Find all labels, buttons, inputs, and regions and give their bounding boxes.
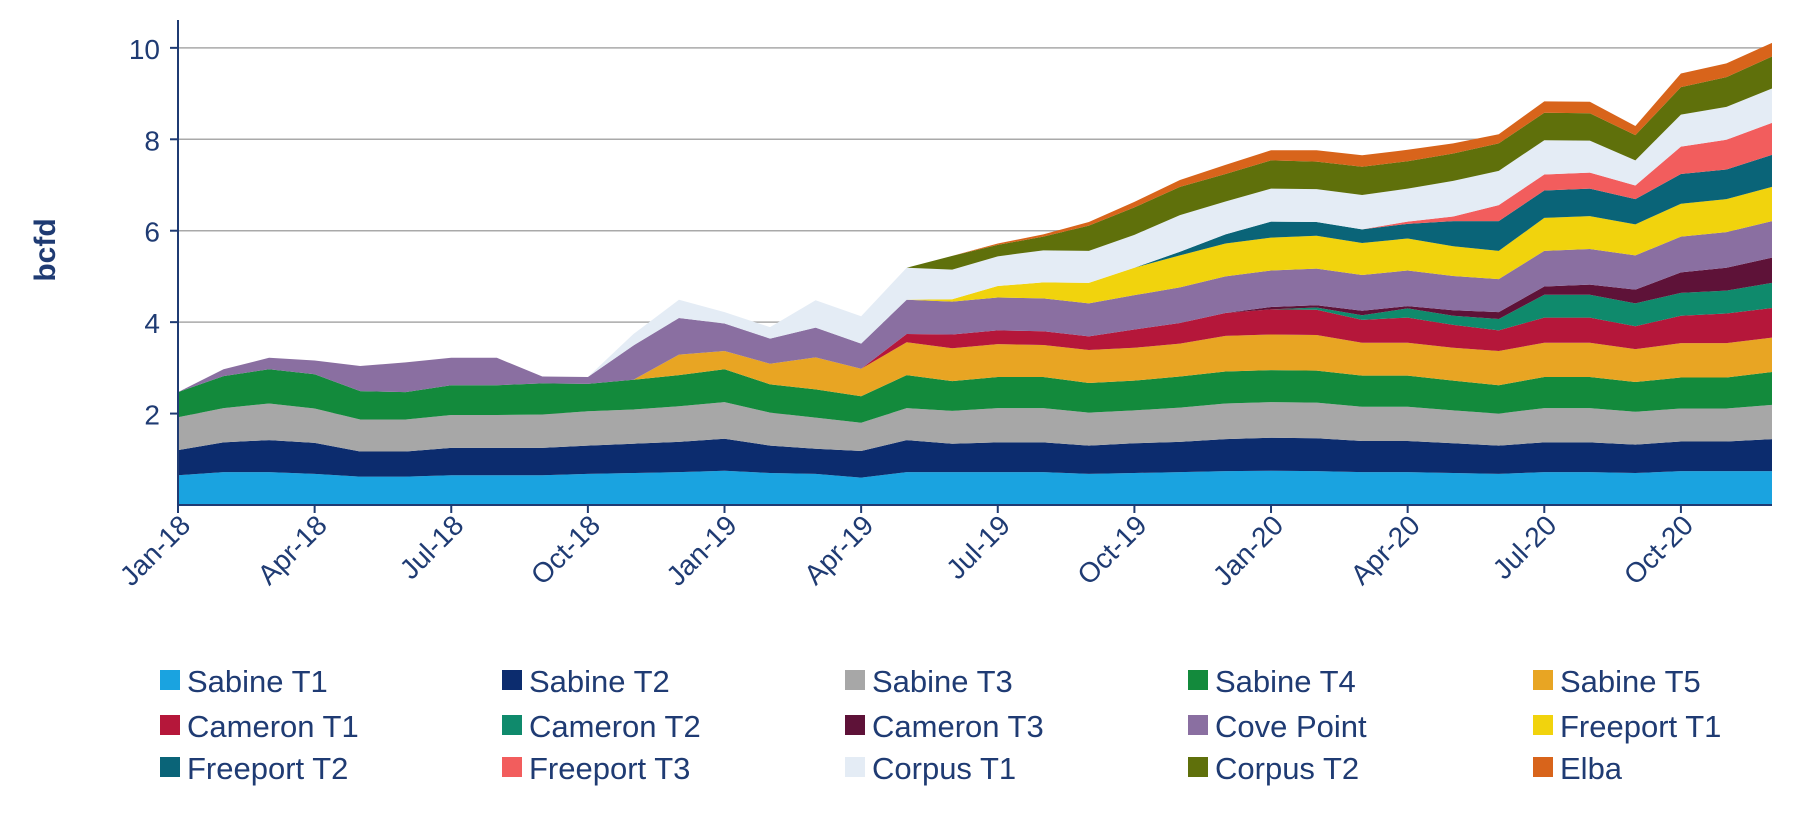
y-tick-label: 6 [144,217,160,248]
legend: Sabine T1 Sabine T2 Sabine T3 Sabine T4 Sabi… [160,664,1721,786]
y-tick-label: 10 [129,34,160,65]
legend-item-cameron-t1: Cameron T1 [160,709,359,744]
legend-swatch [160,715,180,735]
legend-label: Elba [1560,751,1623,786]
x-tick-label: Oct-20 [1618,509,1699,590]
area-series-sabine-t3 [178,402,1772,452]
x-tick-label: Jul-19 [940,509,1016,585]
legend-item-corpus-t1: Corpus T1 [845,751,1016,786]
y-axis-label: bcfd [29,218,62,281]
legend-swatch [502,715,522,735]
x-tick-label: Apr-19 [798,509,879,590]
legend-label: Cameron T1 [187,709,359,744]
legend-item-sabine-t5: Sabine T5 [1533,664,1701,699]
x-tick-labels: Jan-18 Apr-18 Jul-18 Oct-18 Jan-19 Apr-19 Jul-… [114,509,1699,591]
legend-label: Freeport T3 [529,751,690,786]
legend-swatch [160,670,180,690]
legend-label: Sabine T1 [187,664,328,699]
area-series-cameron-t1 [178,307,1772,393]
x-tick-label: Oct-19 [1071,509,1152,590]
legend-label: Sabine T2 [529,664,670,699]
legend-swatch [1188,670,1208,690]
legend-label: Corpus T1 [872,751,1016,786]
legend-swatch [1533,715,1553,735]
legend-swatch [502,757,522,777]
legend-swatch [1533,670,1553,690]
legend-label: Cove Point [1215,709,1367,744]
x-tick-label: Jan-18 [114,509,196,591]
legend-item-cove-point: Cove Point [1188,709,1367,744]
legend-swatch [845,670,865,690]
legend-item-corpus-t2: Corpus T2 [1188,751,1359,786]
legend-label: Sabine T5 [1560,664,1701,699]
legend-label: Cameron T2 [529,709,701,744]
x-tick-label: Oct-18 [525,509,606,590]
area-series-sabine-t5 [178,334,1772,397]
x-tick-label: Jan-19 [660,509,742,591]
legend-label: Sabine T3 [872,664,1013,699]
legend-item-cameron-t3: Cameron T3 [845,709,1044,744]
axes [170,20,1772,513]
y-tick-label: 2 [144,400,160,431]
legend-item-freeport-t1: Freeport T1 [1533,709,1721,744]
legend-swatch [1188,715,1208,735]
legend-item-sabine-t4: Sabine T4 [1188,664,1356,699]
legend-label: Corpus T2 [1215,751,1359,786]
area-series-cove-point [178,221,1772,393]
legend-item-sabine-t3: Sabine T3 [845,664,1013,699]
legend-item-freeport-t2: Freeport T2 [160,751,348,786]
legend-swatch [1533,757,1553,777]
legend-swatch [160,757,180,777]
area-series-sabine-t2 [178,437,1772,478]
legend-label: Cameron T3 [872,709,1044,744]
x-tick-label: Jan-20 [1207,509,1289,591]
legend-swatch [502,670,522,690]
y-tick-labels: 2 4 6 8 10 [129,34,160,431]
x-tick-label: Apr-18 [252,509,333,590]
x-tick-label: Jul-20 [1487,509,1563,585]
legend-item-freeport-t3: Freeport T3 [502,751,690,786]
legend-item-sabine-t2: Sabine T2 [502,664,670,699]
x-tick-label: Apr-20 [1345,509,1426,590]
legend-swatch [845,757,865,777]
legend-item-sabine-t1: Sabine T1 [160,664,328,699]
area-series-group [178,42,1772,505]
legend-label: Freeport T2 [187,751,348,786]
y-tick-label: 4 [144,308,160,339]
area-series-sabine-t4 [178,369,1772,423]
legend-label: Freeport T1 [1560,709,1721,744]
x-tick-label: Jul-18 [394,509,470,585]
legend-item-cameron-t2: Cameron T2 [502,709,701,744]
legend-label: Sabine T4 [1215,664,1356,699]
legend-item-elba: Elba [1533,751,1623,786]
y-tick-label: 8 [144,125,160,156]
legend-swatch [845,715,865,735]
legend-swatch [1188,757,1208,777]
area-series-sabine-t1 [178,470,1772,505]
